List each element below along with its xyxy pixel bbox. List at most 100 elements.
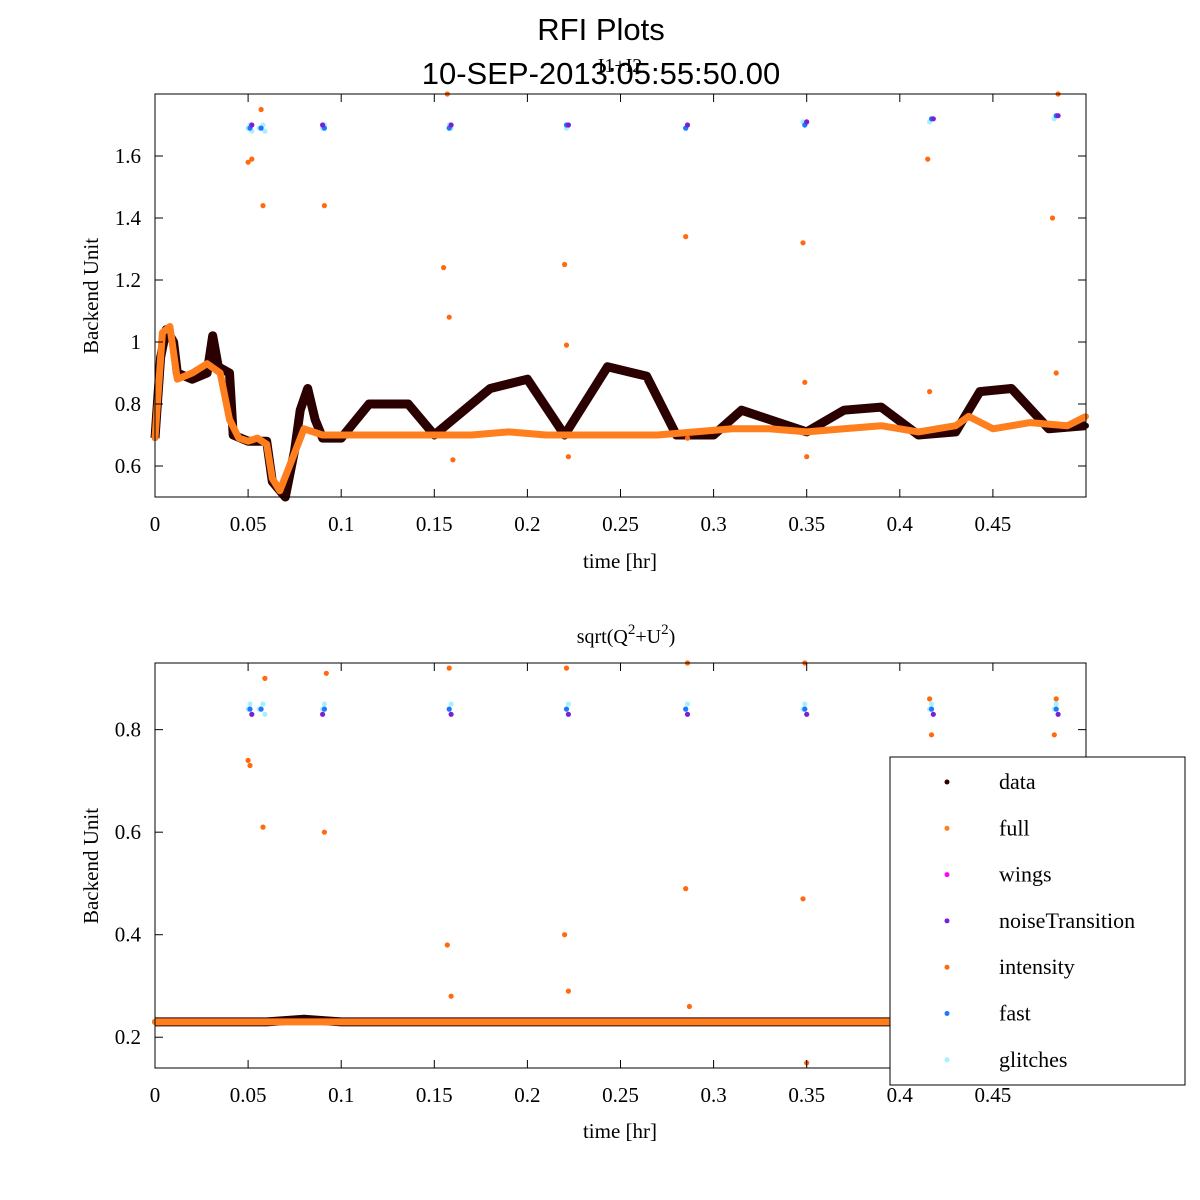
top-full-point — [269, 475, 276, 482]
top-full-point — [580, 432, 587, 438]
bottom-intensity-point — [245, 757, 251, 764]
top-intensity-point — [925, 156, 931, 162]
bottom-fast-point — [683, 706, 689, 712]
top-full-point — [254, 435, 261, 442]
bottom-x-tick-label: 0 — [150, 1083, 161, 1107]
top-intensity-point — [441, 265, 447, 271]
top-noiseTransition-point — [684, 122, 691, 128]
top-intensity-point — [260, 203, 266, 209]
top-data-point — [952, 428, 959, 435]
bottom-intensity-point — [927, 696, 933, 702]
legend-marker-data — [944, 779, 950, 785]
top-full-point — [505, 428, 512, 435]
top-noiseTransition-point — [249, 122, 255, 128]
bottom-intensity-point — [563, 665, 570, 671]
top-data-point — [297, 407, 304, 414]
top-intensity-point — [927, 389, 933, 395]
legend: data full wings noiseTransition intensity fas… — [889, 756, 1186, 1086]
top-full-point — [394, 432, 401, 438]
top-data-point — [643, 373, 650, 380]
top-full-point — [1064, 422, 1071, 429]
bottom-noiseTransition-point — [249, 711, 255, 717]
bottom-full-point — [747, 1018, 754, 1025]
top-series-full-trace — [151, 323, 1088, 495]
top-plot-area — [150, 91, 1089, 502]
bottom-full-point — [524, 1018, 531, 1025]
top-glitches-point — [262, 128, 268, 134]
top-x-tick-label: 0.25 — [602, 512, 639, 536]
bottom-glitches-point — [262, 711, 268, 717]
bottom-x-tick-label: 0.15 — [416, 1083, 453, 1107]
bottom-full-point — [301, 1018, 307, 1025]
top-data-point — [604, 363, 611, 370]
top-data-point — [226, 370, 233, 376]
bottom-full-point — [859, 1018, 866, 1025]
top-x-tick-label: 0.4 — [887, 512, 914, 536]
bottom-x-tick-label: 0.1 — [328, 1083, 354, 1107]
top-x-tick-label: 0.05 — [230, 512, 267, 536]
top-intensity-point — [800, 240, 806, 246]
bottom-x-tick-label: 0.3 — [700, 1083, 726, 1107]
top-y-tick-label: 0.8 — [115, 392, 141, 416]
bottom-noiseTransition-point — [320, 711, 326, 717]
top-data-point — [1008, 385, 1015, 392]
bottom-x-tick-label: 0.25 — [602, 1083, 639, 1107]
axes-top: I1+I2 0 0.05 0.1 0.15 0.2 0.25 0.3 0.35 0.4 0.450… — [79, 55, 1089, 573]
top-full-point — [276, 487, 283, 494]
bottom-intensity-point — [565, 988, 572, 994]
top-noiseTransition-point — [930, 116, 936, 122]
bottom-glitches-point — [928, 701, 935, 707]
bottom-intensity-point — [247, 762, 253, 769]
top-intensity-point — [563, 342, 570, 348]
bottom-axis-ticks: 0 0.05 0.1 0.15 0.2 0.25 0.3 0.35 0.4 0.45 0.2 0.4 0… — [115, 663, 1086, 1107]
top-intensity-point — [321, 203, 327, 209]
top-full-point — [543, 432, 549, 438]
top-data-point — [405, 401, 412, 407]
bottom-fast-point — [928, 706, 935, 712]
top-x-tick-label: 0.15 — [416, 512, 453, 536]
top-noiseTransition-point — [320, 122, 326, 128]
bottom-x-tick-label: 0.4 — [887, 1083, 914, 1107]
bottom-intensity-point — [928, 732, 935, 738]
top-intensity-point — [1053, 370, 1059, 376]
bottom-x-tick-label: 0.05 — [230, 1083, 267, 1107]
top-x-axis-label: time [hr] — [583, 549, 657, 573]
top-full-point — [245, 438, 252, 445]
bottom-glitches-point — [565, 701, 572, 707]
top-noiseTransition-point — [565, 122, 572, 128]
bottom-intensity-point — [444, 942, 450, 948]
top-intensity-point — [1049, 215, 1056, 221]
top-data-point — [487, 385, 494, 392]
top-intensity-point — [802, 379, 808, 385]
top-full-point — [654, 432, 661, 438]
top-full-point — [189, 370, 196, 376]
bottom-subplot-title: sqrt(Q2+U2) — [577, 622, 676, 648]
top-intensity-point — [249, 156, 255, 162]
bottom-glitches-point — [321, 701, 327, 707]
top-full-point — [803, 428, 810, 435]
top-y-axis-label: Backend Unit — [79, 238, 103, 354]
top-full-point — [952, 422, 959, 429]
top-y-tick-label: 1.4 — [115, 206, 142, 230]
top-intensity-point — [258, 106, 264, 113]
legend-marker-full — [944, 825, 950, 831]
bottom-intensity-point — [446, 665, 452, 671]
top-full-point — [840, 425, 847, 432]
bottom-fast-point — [247, 706, 253, 712]
bottom-full-point — [226, 1018, 233, 1025]
legend-label-full: full — [999, 815, 1030, 840]
legend-marker-noiseTransition — [944, 918, 950, 924]
bottom-glitches-point — [1053, 701, 1059, 707]
bottom-noiseTransition-point — [684, 711, 691, 717]
top-full-point — [226, 416, 233, 423]
bottom-full-point — [598, 1018, 605, 1025]
top-series-data-trace — [150, 325, 1087, 502]
bottom-intensity-point — [448, 993, 454, 999]
bottom-x-tick-label: 0.45 — [975, 1083, 1012, 1107]
top-y-tick-label: 1 — [131, 330, 142, 354]
top-full-point — [965, 413, 972, 420]
bottom-full-point — [487, 1018, 494, 1025]
bottom-y-tick-label: 0.4 — [115, 923, 142, 947]
bottom-intensity-point — [260, 824, 266, 830]
bottom-glitches-point — [247, 701, 253, 707]
